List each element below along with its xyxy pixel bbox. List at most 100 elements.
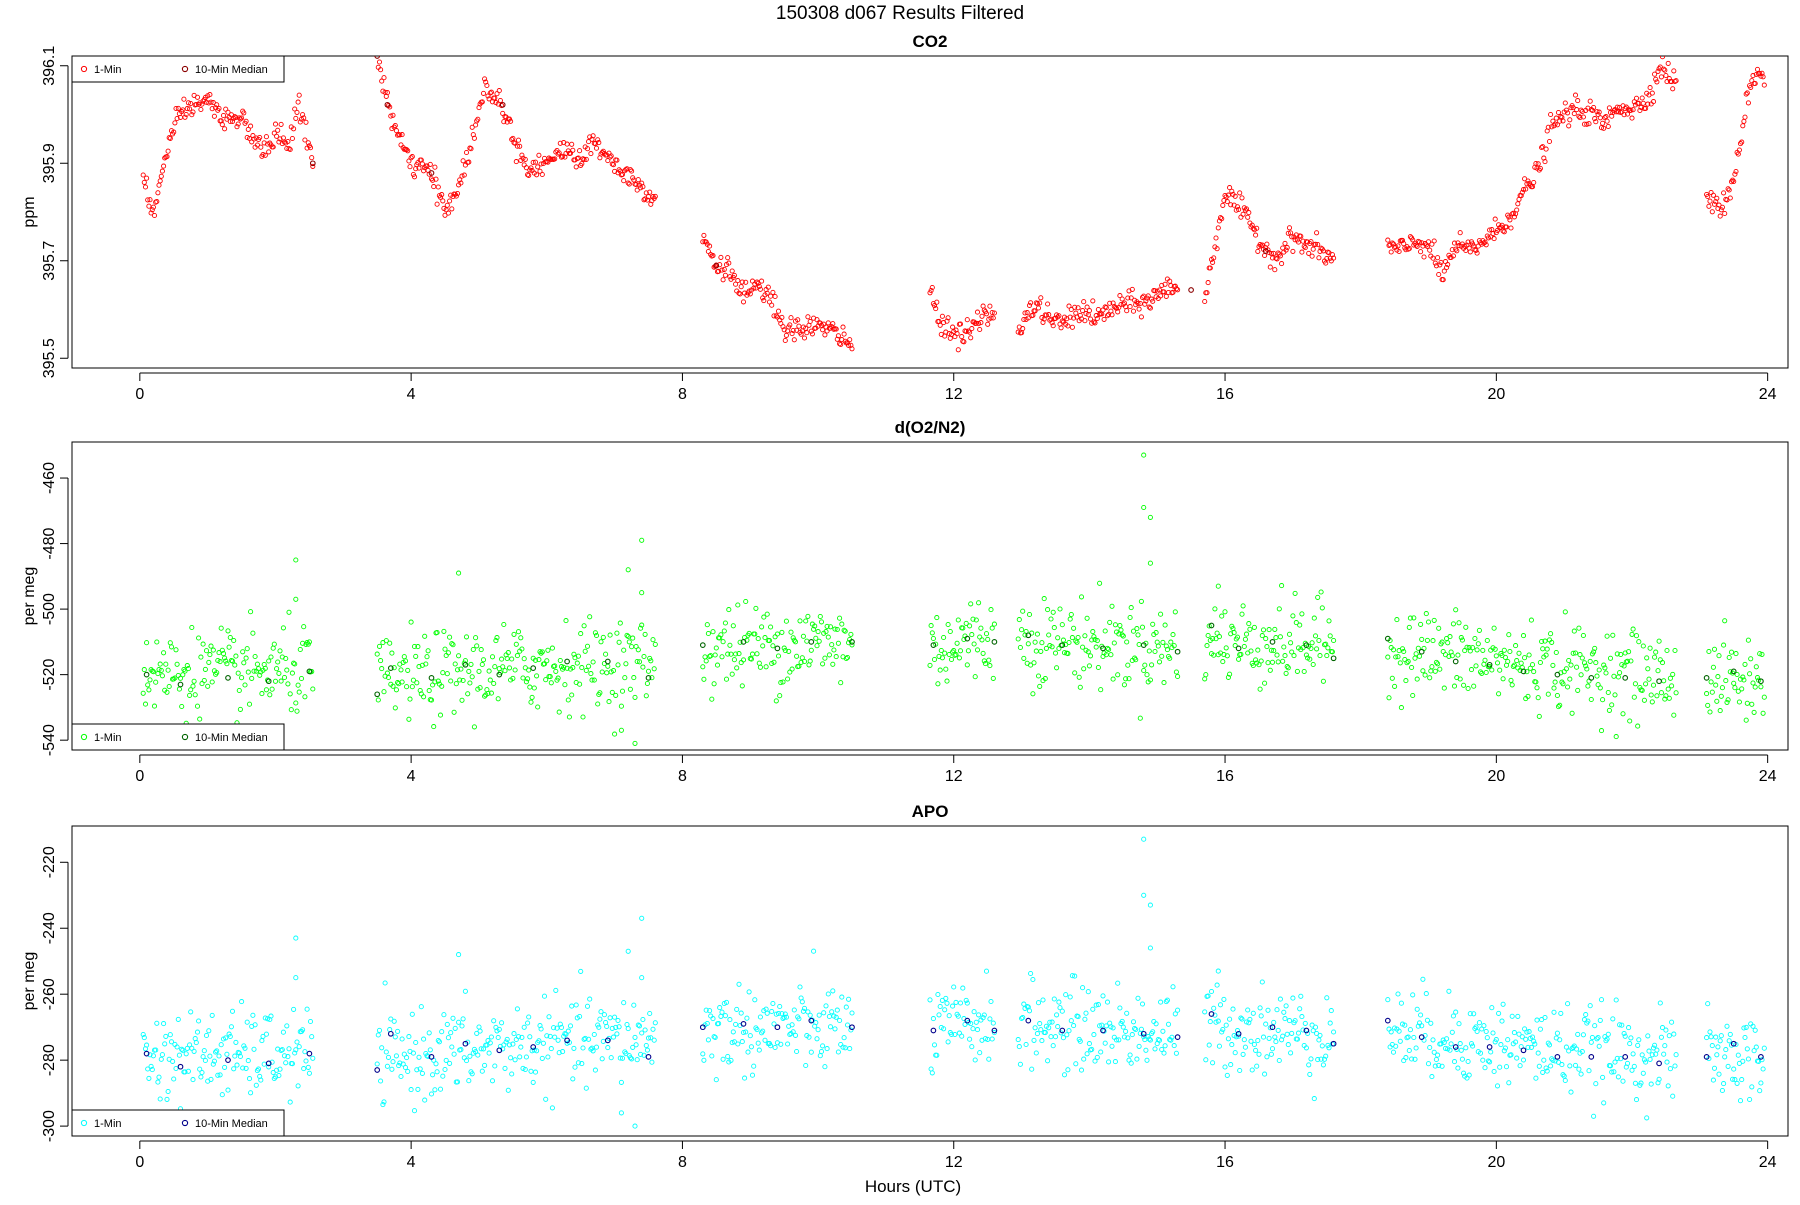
data-point-1min (780, 679, 786, 685)
data-point-10min-median (808, 639, 815, 645)
data-point-1min (1425, 619, 1432, 625)
legend-box (71, 1109, 285, 1137)
data-point-1min (1172, 1011, 1178, 1017)
data-point-1min (1555, 109, 1562, 116)
data-point-1min (652, 193, 658, 199)
data-point-1min (954, 640, 960, 646)
data-point-1min (180, 672, 186, 678)
x-tick-label-co2: 24 (1759, 386, 1777, 403)
data-point-10min-median (713, 262, 720, 269)
data-point-1min (296, 1044, 302, 1050)
data-point-1min (255, 1066, 262, 1072)
data-point-1min (1416, 653, 1423, 659)
data-point-1min (1613, 734, 1619, 740)
data-point-1min (835, 640, 841, 646)
data-point-1min (636, 1023, 643, 1029)
data-point-1min (1237, 1067, 1243, 1074)
data-point-1min (947, 628, 953, 635)
data-point-1min (534, 1048, 540, 1054)
data-point-1min (1607, 1063, 1614, 1069)
data-point-1min (1055, 635, 1061, 641)
data-point-1min (174, 115, 180, 122)
data-point-1min (410, 677, 416, 683)
data-point-1min (513, 159, 519, 165)
data-point-1min (1306, 250, 1312, 256)
data-point-1min (274, 133, 280, 139)
data-point-1min (1395, 243, 1401, 249)
data-point-1min (199, 101, 205, 107)
data-point-1min (1490, 231, 1496, 237)
data-point-1min (398, 1073, 404, 1080)
data-point-1min (291, 126, 297, 132)
data-point-1min (374, 651, 380, 657)
data-point-1min (579, 1061, 585, 1067)
data-point-1min (1627, 1041, 1633, 1047)
data-point-1min (1171, 643, 1177, 649)
data-point-1min (605, 1045, 611, 1051)
data-point-1min (154, 639, 160, 645)
y-tick-label-co2: 395.5 (41, 338, 58, 378)
data-point-1min (1711, 646, 1718, 652)
data-point-1min (805, 1009, 811, 1015)
data-point-1min (725, 1053, 731, 1060)
data-point-1min (1554, 692, 1560, 699)
data-point-1min (1155, 643, 1161, 649)
data-point-1min (987, 663, 993, 669)
data-point-1min (1448, 1041, 1454, 1047)
data-point-1min (1327, 255, 1333, 261)
data-point-1min (1661, 1051, 1667, 1057)
data-point-1min (1745, 100, 1751, 106)
data-point-1min (1667, 675, 1673, 681)
data-point-1min (304, 1006, 310, 1012)
data-point-1min (1060, 637, 1066, 643)
data-point-1min (1059, 622, 1065, 628)
data-point-1min (970, 616, 976, 622)
data-point-1min (248, 609, 254, 615)
data-point-1min (1497, 1064, 1503, 1070)
data-point-1min (375, 48, 379, 52)
data-point-1min (1285, 665, 1291, 671)
data-point-1min (1655, 68, 1661, 74)
data-point-1min (1490, 1030, 1496, 1036)
data-point-1min (1529, 662, 1536, 668)
data-point-1min (458, 666, 464, 672)
data-point-1min (1145, 1034, 1151, 1040)
data-point-1min (1283, 247, 1289, 253)
data-point-1min (1592, 645, 1598, 651)
data-point-1min (1310, 246, 1316, 252)
data-point-1min (1622, 1033, 1628, 1039)
data-point-1min (175, 1016, 181, 1022)
data-point-1min (1033, 648, 1039, 654)
data-point-1min (310, 686, 316, 692)
data-point-1min (534, 172, 540, 178)
data-point-1min (456, 1019, 462, 1025)
data-point-1min (245, 126, 251, 132)
data-point-1min (1020, 326, 1026, 332)
data-point-1min (970, 1026, 976, 1032)
y-tick-label-co2: 395.7 (41, 241, 58, 281)
data-point-1min (1300, 238, 1306, 244)
data-point-1min (987, 303, 993, 309)
data-point-1min (1281, 644, 1287, 650)
data-point-1min (1103, 305, 1109, 311)
data-point-1min (939, 313, 945, 319)
data-point-1min (1326, 618, 1332, 624)
data-point-1min (432, 164, 438, 170)
data-point-1min (834, 1007, 840, 1013)
data-point-1min (263, 134, 269, 140)
data-point-1min (293, 975, 299, 981)
data-point-1min (266, 658, 272, 664)
data-point-1min (1144, 1057, 1150, 1063)
data-point-10min-median (462, 661, 469, 668)
data-point-1min (1533, 160, 1539, 167)
data-point-1min (744, 1015, 750, 1021)
data-point-1min (445, 650, 451, 656)
data-point-1min (782, 1011, 788, 1017)
x-tick-label-o2n2: 24 (1759, 768, 1777, 785)
data-point-1min (448, 678, 454, 684)
data-point-1min (1439, 639, 1445, 645)
data-point-1min (590, 133, 596, 139)
data-point-1min (425, 1053, 431, 1059)
data-point-1min (511, 1031, 517, 1037)
data-point-1min (957, 321, 964, 327)
